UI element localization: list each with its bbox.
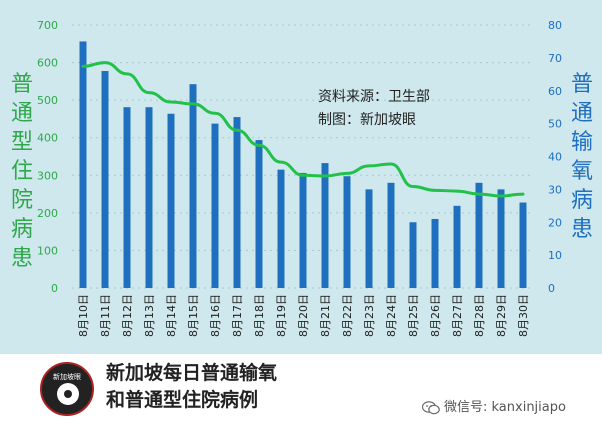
bar (233, 117, 241, 288)
right-tick-label: 60 (548, 85, 562, 98)
x-tick-label: 8月29日 (495, 294, 508, 337)
x-tick-label: 8月16日 (209, 294, 222, 337)
series-line (81, 61, 525, 198)
chart-title-line-1: 新加坡每日普通输氧 (106, 362, 278, 384)
x-tick-label: 8月24日 (385, 294, 398, 337)
x-tick-label: 8月21日 (319, 294, 332, 337)
bar (365, 189, 373, 288)
x-tick-label: 8月28日 (473, 294, 486, 337)
x-tick-label: 8月26日 (429, 294, 442, 337)
logo: 新加坡眼 (40, 362, 94, 416)
left-tick-label: 400 (37, 132, 58, 145)
x-tick-label: 8月11日 (99, 294, 112, 337)
x-tick-label: 8月12日 (121, 294, 134, 337)
wechat-watermark: 微信号: kanxinjiapo (422, 396, 566, 415)
bar (145, 107, 153, 288)
x-tick-label: 8月23日 (363, 294, 376, 337)
x-tick-label: 8月30日 (517, 294, 530, 337)
left-tick-label: 600 (37, 57, 58, 70)
bar (255, 140, 263, 288)
x-tick-label: 8月13日 (143, 294, 156, 337)
left-tick-label: 0 (51, 282, 58, 295)
bar (123, 107, 131, 288)
right-tick-label: 70 (548, 52, 562, 65)
right-tick-label: 0 (548, 282, 555, 295)
left-tick-label: 100 (37, 244, 58, 257)
right-tick-label: 20 (548, 216, 562, 229)
bar (189, 84, 197, 288)
bar (167, 113, 175, 288)
right-tick-label: 10 (548, 249, 562, 262)
left-tick-label: 700 (37, 19, 58, 32)
bar (519, 202, 527, 288)
eye-icon (57, 383, 79, 405)
left-tick-label: 200 (37, 207, 58, 220)
bar (475, 182, 483, 288)
watermark-text: 微信号: kanxinjiapo (444, 400, 566, 415)
bar (387, 182, 395, 288)
bar (79, 41, 87, 288)
left-tick-label: 500 (37, 94, 58, 107)
left-tick-label: 300 (37, 169, 58, 182)
wechat-icon (422, 400, 440, 414)
right-tick-label: 50 (548, 118, 562, 131)
chart-canvas: 0 100 200 300 400 500 600 700 0 10 20 30 40 50 60 70 80 8… (0, 0, 602, 354)
x-tick-label: 8月25日 (407, 294, 420, 337)
bar (431, 218, 439, 288)
x-tick-label: 8月27日 (451, 294, 464, 337)
left-axis-label: 普通型住院病患 (10, 72, 33, 271)
x-tick-label: 8月10日 (77, 294, 90, 337)
bar (101, 71, 109, 289)
bar (409, 222, 417, 288)
right-tick-label: 80 (548, 19, 562, 32)
pupil-icon (64, 390, 72, 398)
right-axis-label: 普通输氧病患 (570, 72, 593, 242)
right-tick-label: 40 (548, 151, 562, 164)
bar (211, 123, 219, 288)
x-tick-label: 8月19日 (275, 294, 288, 337)
x-tick-label: 8月22日 (341, 294, 354, 337)
x-tick-label: 8月18日 (253, 294, 266, 337)
bar (299, 172, 307, 288)
bar (321, 163, 329, 288)
source-annotation: 资料来源：卫生部 (318, 89, 430, 105)
x-tick-label: 8月15日 (187, 294, 200, 337)
bar (453, 205, 461, 288)
right-tick-label: 30 (548, 183, 562, 196)
bar (277, 169, 285, 288)
x-tick-label: 8月17日 (231, 294, 244, 337)
footer: 新加坡眼 新加坡每日普通输氧 和普通型住院病例 微信号: kanxinjiapo (0, 354, 602, 433)
chart-title-line-2: 和普通型住院病例 (106, 389, 259, 411)
chart-title: 新加坡每日普通输氧 和普通型住院病例 (106, 360, 277, 414)
x-tick-label: 8月20日 (297, 294, 310, 337)
credit-annotation: 制图：新加坡眼 (318, 112, 416, 128)
x-tick-label: 8月14日 (165, 294, 178, 337)
bar (343, 176, 351, 288)
logo-text: 新加坡眼 (53, 373, 81, 381)
bar (497, 189, 505, 288)
